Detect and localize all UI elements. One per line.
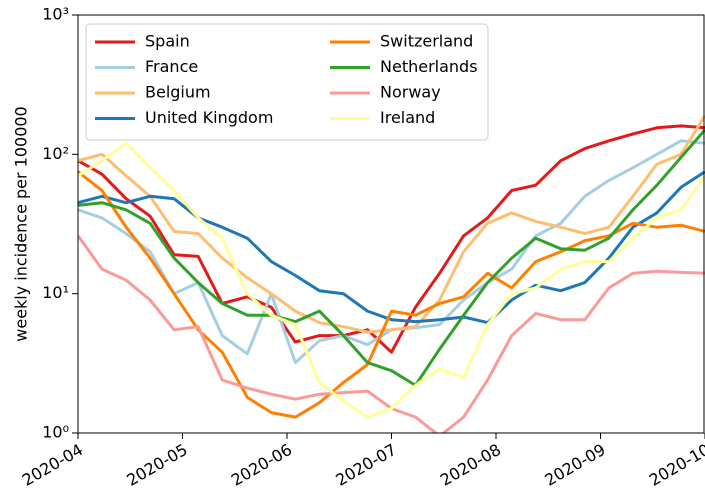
series-line xyxy=(78,141,705,419)
x-tick-label: 2020-04 xyxy=(19,440,86,490)
legend-label: Switzerland xyxy=(380,32,473,51)
series-line xyxy=(78,124,705,354)
legend-label: United Kingdom xyxy=(145,108,273,127)
x-tick-label: 2020-07 xyxy=(332,440,399,490)
x-tick-label: 2020-05 xyxy=(123,440,190,490)
series-line xyxy=(78,128,705,387)
series-line xyxy=(78,234,705,433)
legend-label: France xyxy=(145,57,198,76)
x-tick-label: 2020-10 xyxy=(646,440,705,490)
y-tick-label: 10² xyxy=(42,144,69,163)
legend-label: Netherlands xyxy=(380,57,478,76)
y-tick-label: 10¹ xyxy=(42,283,69,302)
y-tick-label: 10³ xyxy=(42,5,69,24)
legend-label: Norway xyxy=(380,83,441,102)
y-tick-label: 10⁰ xyxy=(42,423,69,442)
legend-label: Ireland xyxy=(380,108,435,127)
plot-area xyxy=(78,114,705,433)
x-tick-label: 2020-08 xyxy=(437,440,504,490)
y-axis-label: weekly incidence per 100000 xyxy=(12,106,31,341)
series-line xyxy=(78,170,705,419)
series-line xyxy=(78,170,705,325)
legend-frame xyxy=(85,23,489,141)
series-line xyxy=(78,114,705,334)
x-tick-label: 2020-06 xyxy=(228,440,295,490)
x-tick-label: 2020-09 xyxy=(541,440,608,490)
legend-label: Belgium xyxy=(145,83,211,102)
legend-label: Spain xyxy=(145,32,190,51)
